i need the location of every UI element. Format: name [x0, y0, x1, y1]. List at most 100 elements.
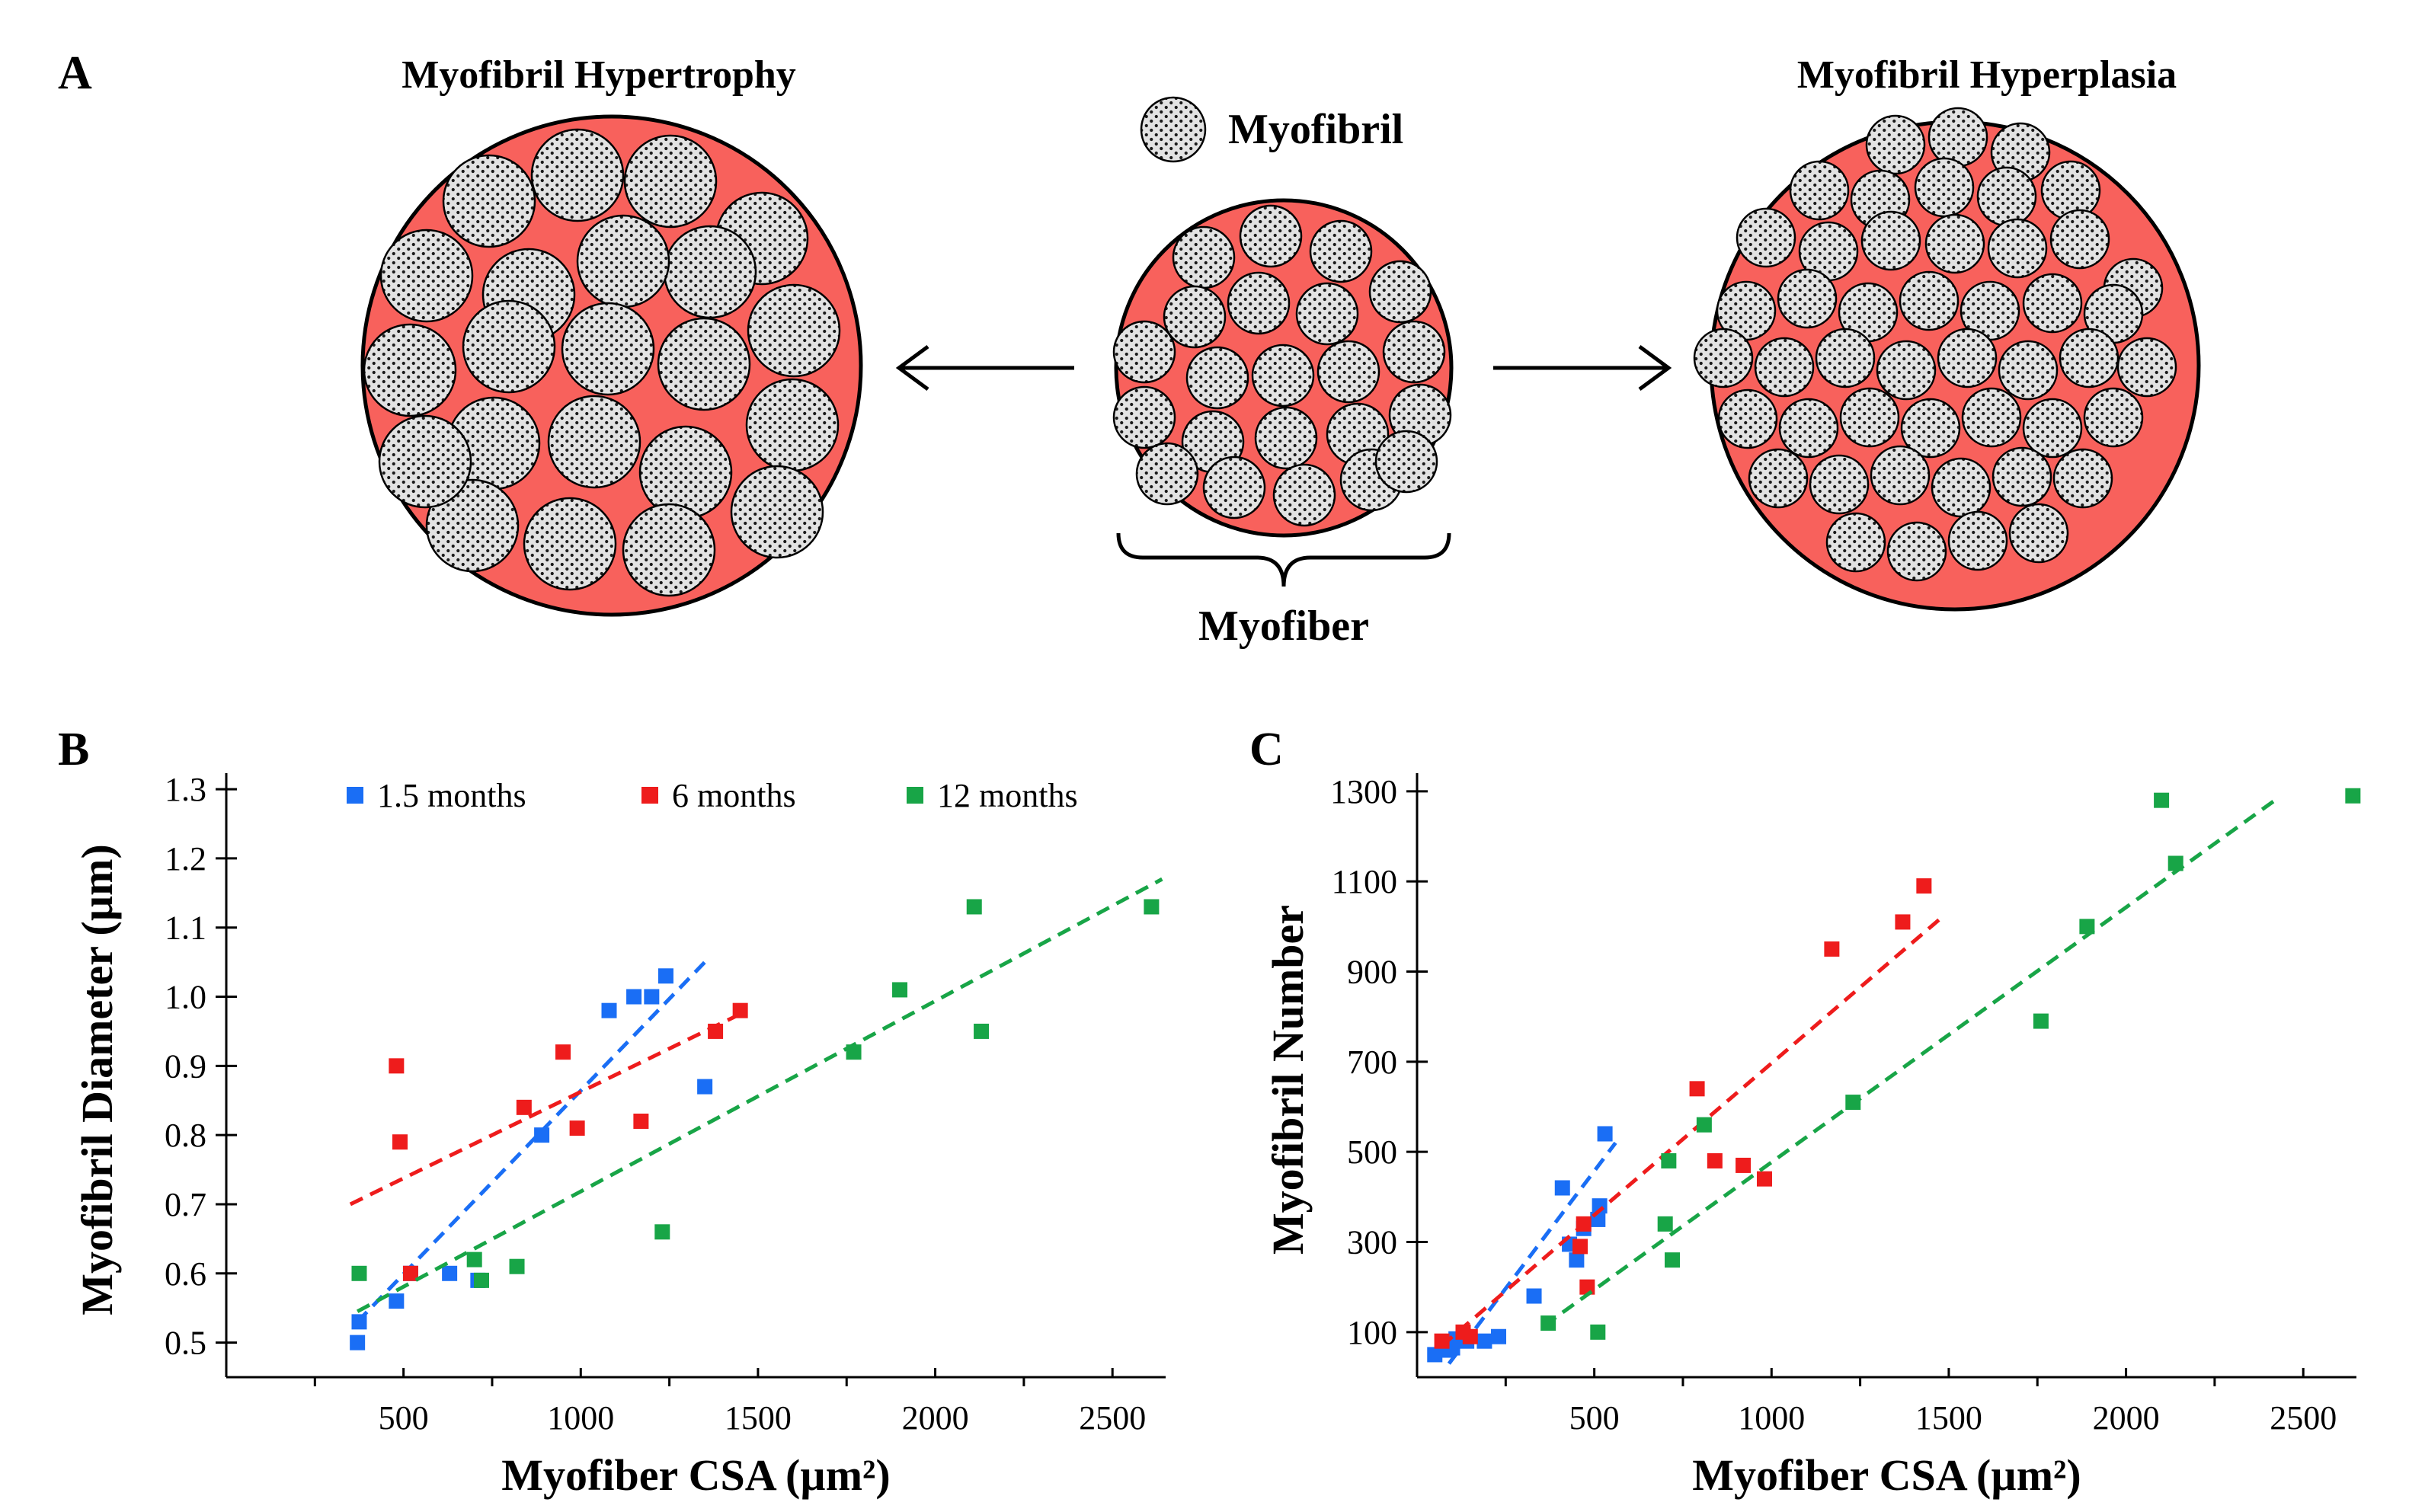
- data-point: [2079, 919, 2095, 935]
- data-point: [1576, 1216, 1592, 1232]
- series-12-months: [351, 877, 1163, 1313]
- center-myofibril: [1316, 340, 1380, 404]
- data-point: [1491, 1328, 1507, 1344]
- center-myofibril: [1309, 219, 1373, 283]
- legend-swatch: [347, 787, 363, 804]
- y-tick-label: 0.8: [165, 1117, 206, 1154]
- data-point: [555, 1044, 571, 1060]
- y-tick-label: 0.5: [165, 1325, 206, 1362]
- hypertrophy-myofibril: [378, 414, 472, 509]
- y-tick-label: 100: [1347, 1314, 1397, 1351]
- data-point: [1689, 1081, 1705, 1097]
- data-point: [1661, 1153, 1677, 1168]
- data-point: [1434, 1333, 1450, 1349]
- y-tick-label: 900: [1347, 954, 1397, 991]
- data-point: [350, 1335, 366, 1351]
- data-point: [1144, 899, 1160, 915]
- data-point: [1696, 1117, 1712, 1133]
- x-axis-title: Myofiber CSA (µm²): [501, 1450, 890, 1500]
- data-point: [392, 1134, 408, 1150]
- hyperplasia-myofibril: [1693, 328, 1754, 388]
- center-myofibril: [1368, 260, 1432, 324]
- data-point: [1824, 941, 1840, 957]
- hypertrophy-fiber: [360, 114, 863, 617]
- data-point: [974, 1023, 990, 1039]
- data-point: [351, 1314, 367, 1330]
- hypertrophy-myofibril: [530, 128, 625, 222]
- hyperplasia-myofibril: [1839, 387, 1900, 448]
- trend-line: [1544, 798, 2276, 1327]
- hyperplasia-title: Myofibril Hyperplasia: [1797, 53, 2177, 97]
- hyperplasia-fiber: [1693, 107, 2201, 612]
- x-tick-label: 2000: [2093, 1399, 2160, 1437]
- hyperplasia-myofibril: [2022, 273, 2083, 334]
- chart-c: 500 1000 1500 2000 2500 100 300 500 700 900 1100 13…: [1263, 773, 2361, 1500]
- series-6-months: [1434, 878, 1944, 1349]
- hyperplasia-myofibril: [2116, 337, 2177, 398]
- hyperplasia-myofibril: [1931, 457, 1992, 518]
- data-point: [569, 1120, 585, 1136]
- center-myofibril: [1202, 456, 1266, 519]
- hyperplasia-myofibril: [2008, 503, 2069, 564]
- hyperplasia-myofibril: [1987, 218, 2048, 279]
- y-tick-label: 500: [1347, 1133, 1397, 1171]
- panel-b: B 500 1000 1500 2000 2500 0.5 0.6 0.7 0.8 0.9 1.0 1…: [58, 724, 1166, 1500]
- hyperplasia-myofibril: [1754, 337, 1815, 398]
- hyperplasia-myofibril: [1900, 398, 1961, 459]
- y-tick-label: 300: [1347, 1224, 1397, 1261]
- chart-b: 500 1000 1500 2000 2500 0.5 0.6 0.7 0.8 0.9 1.0 1.1…: [72, 771, 1166, 1500]
- hyperplasia-myofibril: [2059, 328, 2119, 388]
- panel-b-letter: B: [58, 724, 89, 775]
- center-myofibril: [1295, 282, 1359, 346]
- center-myofibril: [1163, 285, 1227, 349]
- y-tick-label: 1300: [1330, 773, 1397, 810]
- data-point: [846, 1044, 862, 1060]
- y-tick-label: 1.2: [165, 840, 206, 877]
- hypertrophy-myofibril: [523, 497, 617, 591]
- hyperplasia-myofibril: [1809, 454, 1870, 515]
- data-point: [389, 1058, 405, 1074]
- x-tick-label: 2000: [902, 1399, 969, 1437]
- x-axis-title: Myofiber CSA (µm²): [1692, 1450, 2081, 1500]
- hyperplasia-myofibril: [1860, 210, 1921, 271]
- hyperplasia-myofibril: [1777, 268, 1838, 329]
- center-myofibril: [1254, 406, 1318, 470]
- legend-item-series-12-months: 12 months: [907, 777, 1078, 814]
- series-1-5-months: [350, 961, 713, 1351]
- center-myofibril: [1112, 320, 1176, 384]
- data-point: [708, 1023, 724, 1039]
- x-tick-label: 1500: [725, 1399, 792, 1437]
- hyperplasia-myofibril: [1914, 157, 1975, 218]
- legend-label: 12 months: [937, 777, 1078, 814]
- data-point: [697, 1079, 713, 1095]
- hyperplasia-myofibril: [1992, 446, 2052, 507]
- center-myofiber: [1112, 198, 1454, 538]
- data-point: [351, 1265, 367, 1281]
- data-point: [1845, 1095, 1861, 1111]
- data-point: [1707, 1153, 1723, 1168]
- hypertrophy-title: Myofibril Hypertrophy: [402, 53, 796, 97]
- hyperplasia-myofibril: [1815, 328, 1876, 388]
- hypertrophy-myofibril: [547, 395, 641, 489]
- x-tick-label: 500: [1569, 1399, 1620, 1437]
- hypertrophy-myofibril: [747, 283, 841, 378]
- center-myofibril: [1112, 385, 1176, 449]
- hyperplasia-myofibril: [1924, 213, 1985, 274]
- data-point: [1736, 1157, 1752, 1173]
- data-point: [402, 1265, 418, 1281]
- hyperplasia-myofibril: [2022, 398, 2083, 459]
- hyperplasia-myofibril: [1947, 510, 2008, 571]
- data-point: [1569, 1252, 1585, 1268]
- data-point: [966, 899, 982, 915]
- hyperplasia-myofibril: [1736, 207, 1796, 268]
- y-tick-label: 0.9: [165, 1047, 206, 1085]
- hyperplasia-myofibril: [1886, 521, 1947, 582]
- hyperplasia-myofibril: [2040, 160, 2101, 221]
- center-myofibril: [1172, 225, 1236, 289]
- hypertrophy-myofibril: [462, 299, 556, 394]
- series-1-5-months: [1427, 1126, 1617, 1365]
- y-tick-label: 0.7: [165, 1186, 206, 1223]
- center-myofibril: [1374, 430, 1438, 494]
- trend-line: [1440, 916, 1944, 1347]
